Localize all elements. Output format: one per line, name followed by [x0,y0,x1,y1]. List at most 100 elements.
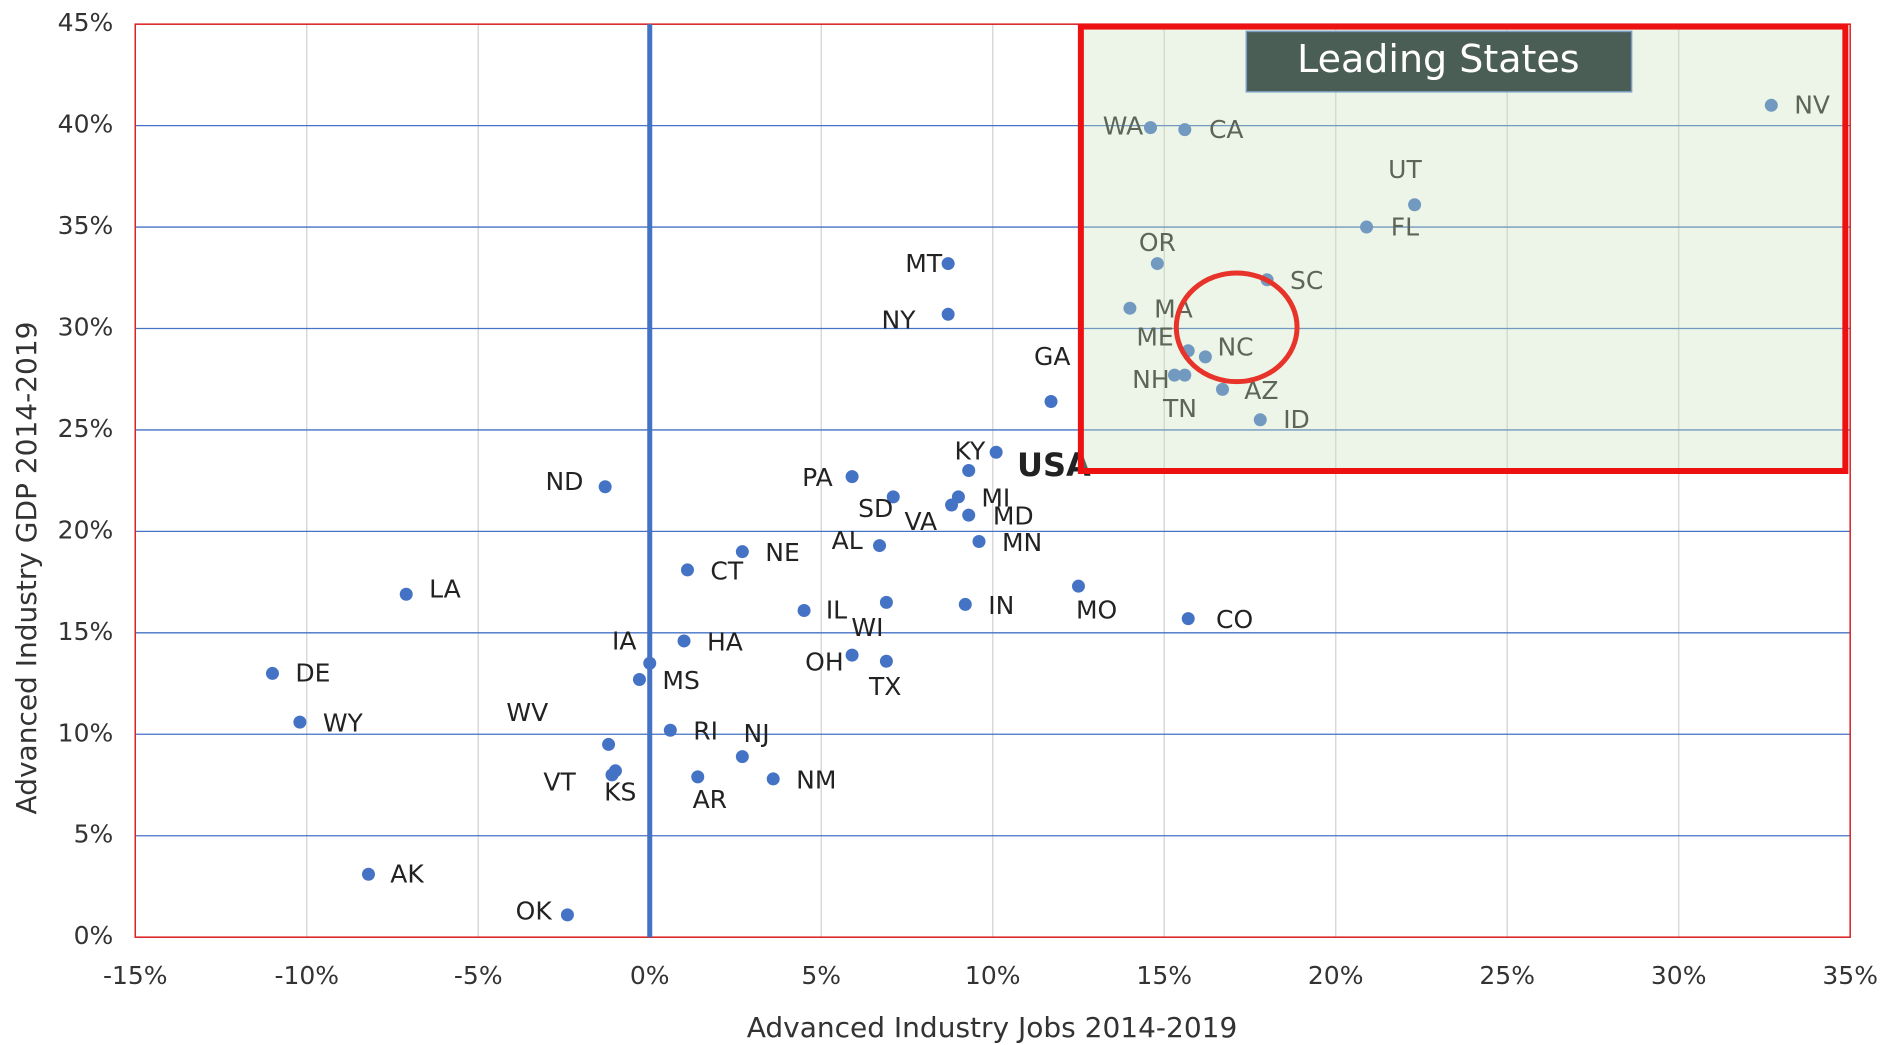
point [361,867,375,881]
x-tick-label: 20% [1308,961,1364,990]
point-label: NV [1794,91,1830,120]
y-tick-label: 0% [74,921,114,950]
annotation-box [1245,30,1633,93]
point-label: VT [543,767,576,796]
point [1123,301,1137,315]
y-tick-label: 25% [58,414,114,443]
point [691,770,705,784]
point-label: GA [1034,342,1070,371]
point-label: DE [295,659,330,688]
point-label: OK [516,896,553,925]
point [643,656,657,670]
x-tick-label: 30% [1651,961,1707,990]
point [1178,368,1192,382]
x-axis-title: Advanced Industry Jobs 2014-2019 [747,1011,1238,1044]
leading-box [1077,23,1849,474]
point [845,470,859,484]
point-label: WI [851,613,883,642]
x-tick-label: 25% [1479,961,1535,990]
y-axis-title: Advanced Industry GDP 2014-2019 [10,322,43,815]
point-label: WV [506,698,548,727]
point-label: MD [993,502,1034,531]
point-label: RI [693,717,718,746]
point [602,737,616,751]
y-tick-label: 15% [58,617,114,646]
point [1198,350,1212,364]
x-tick-label: 0% [630,961,670,990]
point-label: AR [693,785,727,814]
point [1150,257,1164,271]
point [560,908,574,922]
point [265,666,279,680]
point [293,715,307,729]
point-label: SC [1290,266,1323,295]
point-label: KY [955,436,987,465]
point [962,508,976,522]
point-label: MN [1002,528,1042,557]
point-label: NC [1217,332,1253,361]
point-label: MO [1076,596,1117,625]
point [399,587,413,601]
point [1764,98,1778,112]
point-label: HA [707,627,743,656]
point [845,648,859,662]
point [972,535,986,549]
point-label: PA [802,463,833,492]
point-label: AK [390,859,424,888]
point-label: VA [904,507,937,536]
point-label: ID [1283,405,1310,434]
x-tick-label: 15% [1136,961,1192,990]
point [1168,368,1182,382]
point [680,563,694,577]
point-label: NJ [744,719,770,748]
x-tick-label: 10% [965,961,1021,990]
point [735,545,749,559]
point-label: NY [882,306,917,335]
point [1178,123,1192,137]
point-label: MI [981,483,1010,512]
point-label: NE [765,538,800,567]
x-tick-label: 35% [1822,961,1878,990]
point [1360,220,1374,234]
point [879,654,893,668]
point-label: UT [1388,155,1422,184]
point [1143,121,1157,135]
point [1181,612,1195,626]
plot-border [134,23,1851,938]
point [735,750,749,764]
x-tick-label: -10% [274,961,339,990]
point-label: NM [796,765,836,794]
point-label: WY [323,709,364,738]
point-label: LA [429,575,461,604]
point [766,772,780,786]
y-tick-label: 30% [58,312,114,341]
point [989,445,1003,459]
point-label: ME [1136,323,1173,352]
x-tick-label: -5% [454,961,503,990]
point-label: OH [805,648,843,677]
point [941,257,955,271]
point-label: IA [612,627,636,656]
point [873,539,887,553]
y-tick-label: 45% [58,8,114,37]
point [945,498,959,512]
point [632,672,646,686]
point [1216,382,1230,396]
point-label: KS [604,778,636,807]
y-tick-label: 40% [58,110,114,139]
point-label: TN [1162,394,1197,423]
y-tick-label: 35% [58,211,114,240]
point-label: WA [1103,112,1143,141]
highlight-circle [1173,270,1300,385]
point-label: CT [710,556,743,585]
y-tick-label: 5% [74,820,114,849]
point-label: OR [1139,228,1176,257]
y-tick-label: 20% [58,515,114,544]
point [941,307,955,321]
y-tick-label: 10% [58,718,114,747]
point [879,595,893,609]
point [1408,198,1422,212]
point [886,490,900,504]
x-tick-label: -15% [103,961,168,990]
